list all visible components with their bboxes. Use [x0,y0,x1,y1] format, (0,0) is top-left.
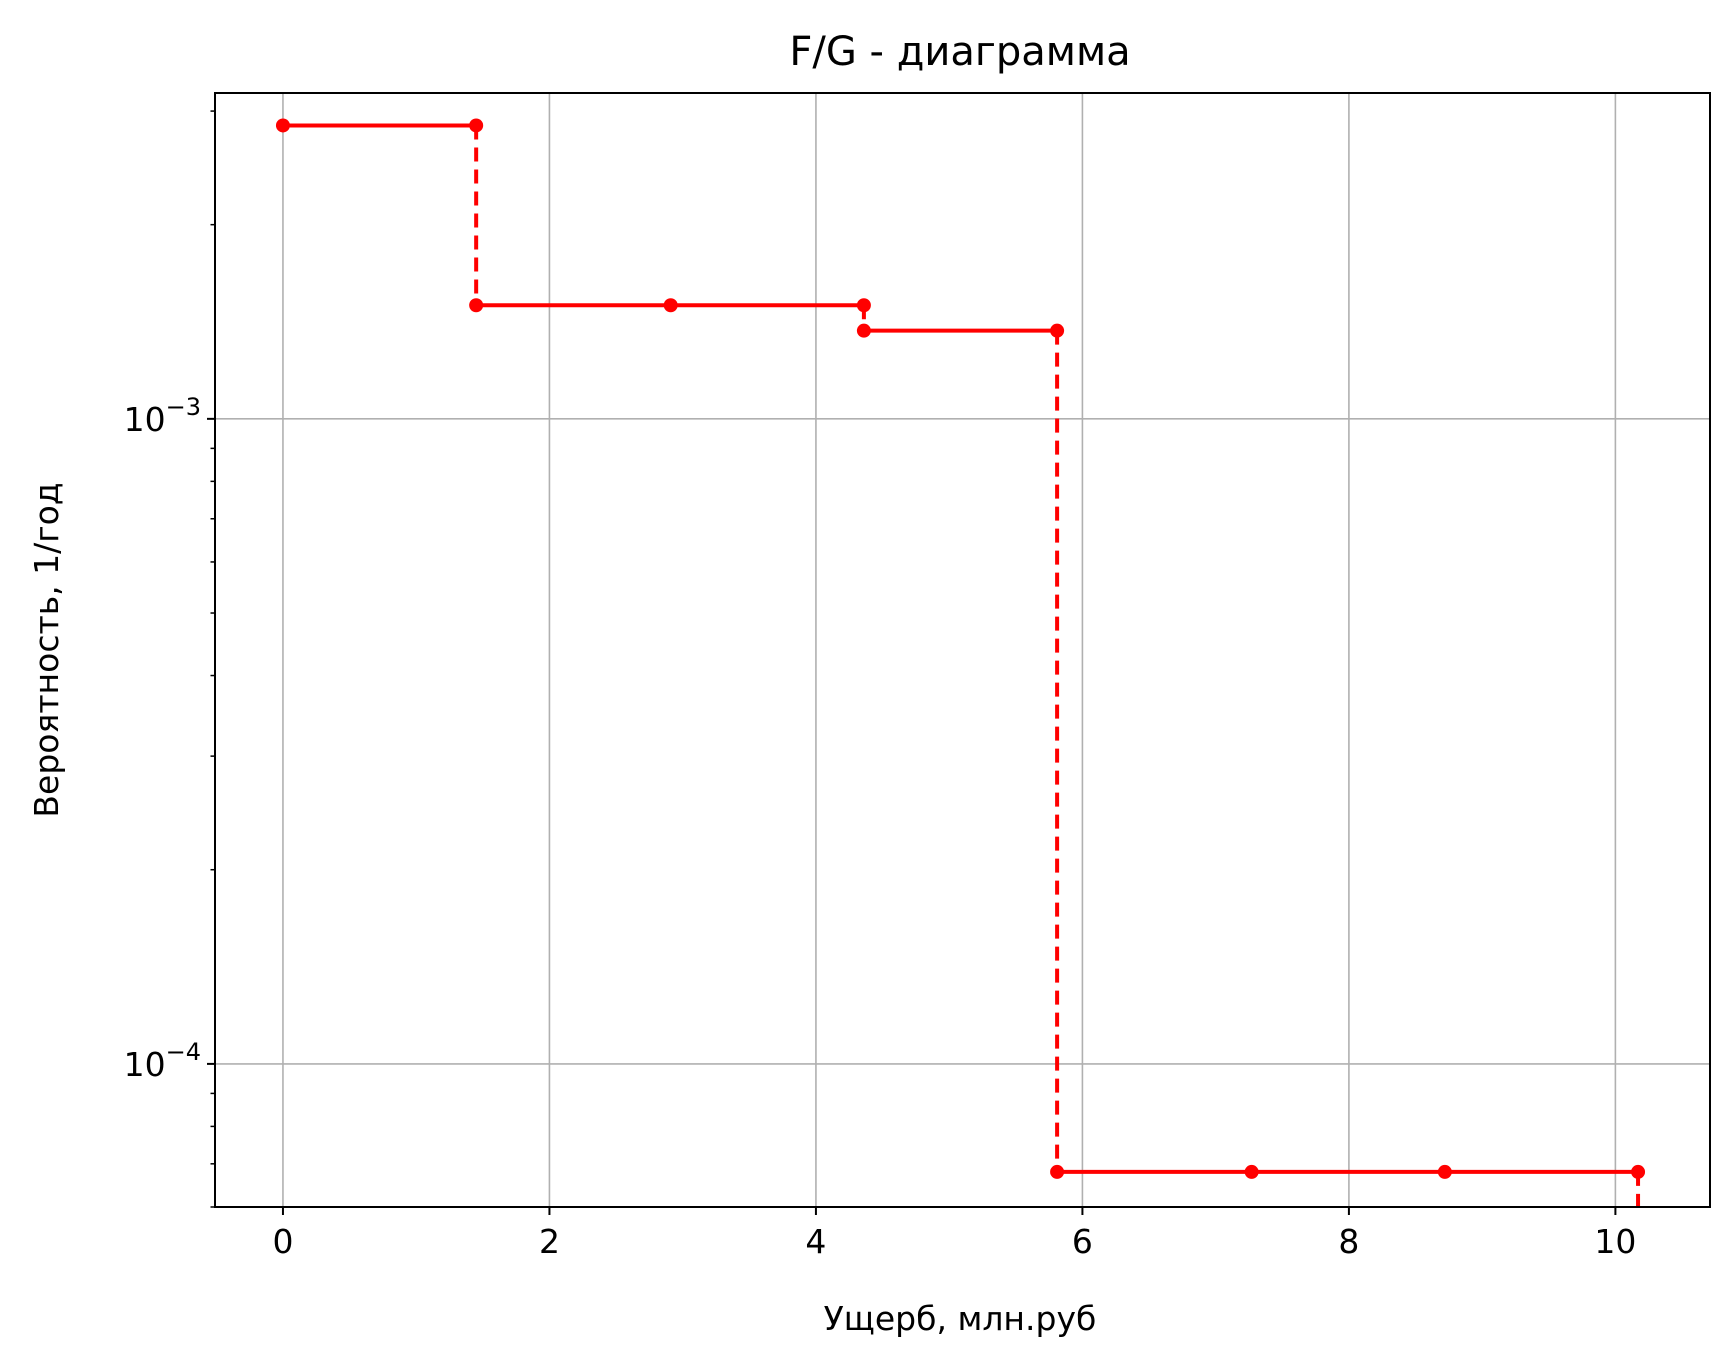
x-tick-label: 8 [1338,1222,1359,1261]
data-point [1437,1164,1452,1179]
y-tick-label: 10−4 [124,1038,201,1084]
data-point [1050,1164,1065,1179]
data-point [856,298,871,313]
chart-title: F/G - диаграмма [789,29,1130,75]
data-point [1050,323,1065,338]
y-tick-base: 10 [124,1045,166,1084]
x-tick-label: 4 [805,1222,826,1261]
grid [215,93,1710,1207]
y-tick-base: 10 [124,400,166,439]
series-0 [275,118,1646,1207]
y-axis-label: Вероятность, 1/год [27,482,66,817]
x-axis-label: Ущерб, млн.руб [824,1299,1097,1338]
data-point [275,118,290,133]
x-tick-label: 2 [539,1222,560,1261]
y-tick-exponent: −4 [166,1038,201,1066]
x-axis: 0 2 4 6 8 10 [272,1207,1636,1261]
y-tick-label: 10−3 [124,393,201,439]
y-axis: 10−310−4 [124,393,215,1084]
data-point [1244,1164,1259,1179]
data-point [663,298,678,313]
series-layer [275,118,1646,1207]
plot-frame [214,92,1711,1208]
x-tick-label: 0 [272,1222,293,1261]
data-point [856,323,871,338]
data-point [469,118,484,133]
data-point [1631,1164,1646,1179]
data-point [469,298,484,313]
y-tick-exponent: −3 [166,393,201,421]
x-tick-label: 10 [1594,1222,1636,1261]
x-tick-label: 6 [1072,1222,1093,1261]
